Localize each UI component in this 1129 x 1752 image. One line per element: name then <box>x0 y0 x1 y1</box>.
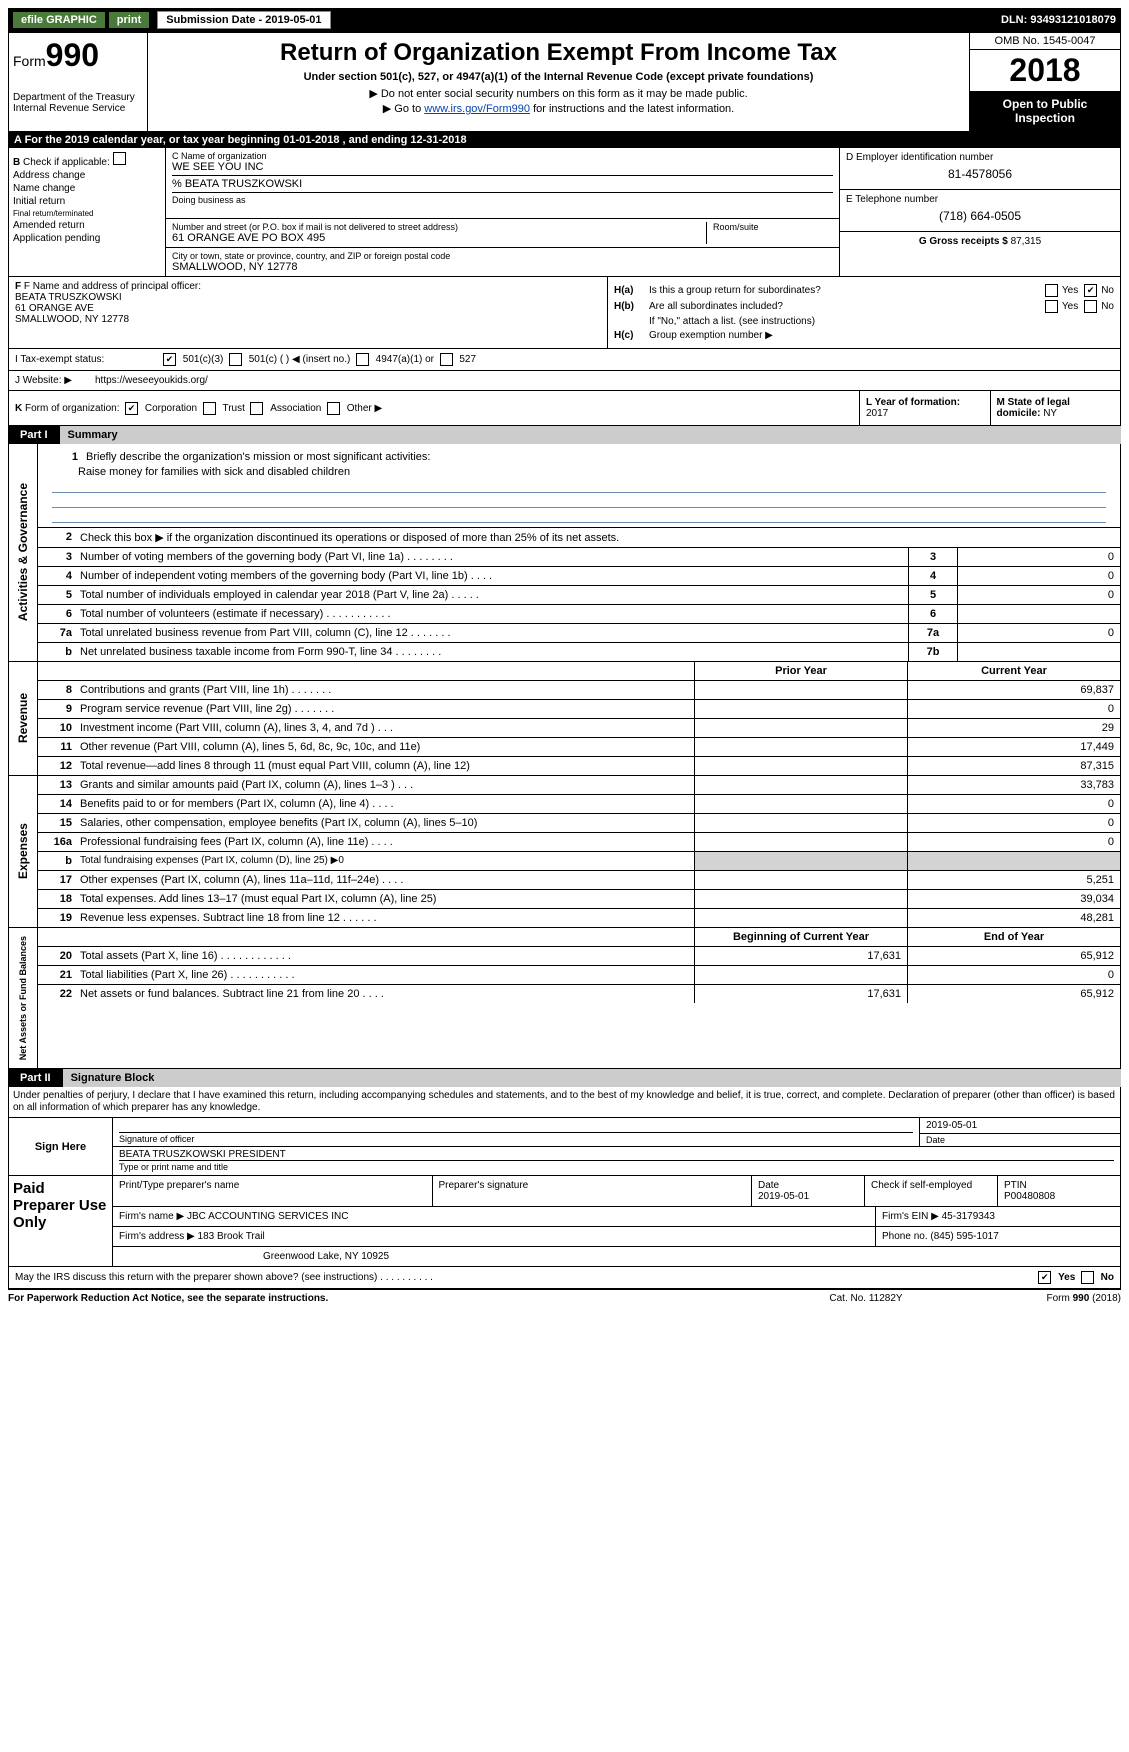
room-label: Room/suite <box>713 222 833 232</box>
checkbox-yes[interactable] <box>1045 300 1058 313</box>
form-title: Return of Organization Exempt From Incom… <box>152 39 965 67</box>
row-i: I Tax-exempt status: 501(c)(3) 501(c) ( … <box>8 349 1121 371</box>
gross-label: G Gross receipts $ <box>919 236 1011 247</box>
city: SMALLWOOD, NY 12778 <box>172 261 833 273</box>
footer: For Paperwork Reduction Act Notice, see … <box>8 1289 1121 1307</box>
revenue-section: Revenue Prior YearCurrent Year 8Contribu… <box>8 662 1121 776</box>
row-j: J Website: ▶ https://weseeyoukids.org/ <box>8 371 1121 391</box>
org-name-label: C Name of organization <box>172 151 833 161</box>
phone: (718) 664-0505 <box>846 209 1114 223</box>
form-word: Form <box>13 53 46 69</box>
firm-addr2: Greenwood Lake, NY 10925 <box>113 1247 1120 1266</box>
checkbox[interactable] <box>440 353 453 366</box>
checkbox-corp-checked[interactable] <box>125 402 138 415</box>
checkbox-501c3-checked[interactable] <box>163 353 176 366</box>
omb-number: OMB No. 1545-0047 <box>970 33 1120 50</box>
dba-label: Doing business as <box>172 192 833 205</box>
mission-text: Raise money for families with sick and d… <box>44 466 1114 478</box>
revenue-tab: Revenue <box>16 685 30 751</box>
sign-block: Sign Here Signature of officer 2019-05-0… <box>8 1118 1121 1176</box>
discuss-row: May the IRS discuss this return with the… <box>8 1267 1121 1289</box>
irs-link[interactable]: www.irs.gov/Form990 <box>424 103 530 115</box>
checkbox-yes[interactable] <box>1045 284 1058 297</box>
care-of: % BEATA TRUSZKOWSKI <box>172 175 833 190</box>
checkbox[interactable] <box>250 402 263 415</box>
firm-addr1: 183 Brook Trail <box>198 1231 265 1242</box>
checkbox-no[interactable] <box>1081 1271 1094 1284</box>
col-c: C Name of organization WE SEE YOU INC % … <box>166 148 839 276</box>
open-to-public: Open to Public Inspection <box>970 91 1120 131</box>
phone-label: E Telephone number <box>846 194 1114 205</box>
firm-phone: (845) 595-1017 <box>930 1231 998 1242</box>
checkbox[interactable] <box>113 152 126 165</box>
row-k: K Form of organization: Corporation Trus… <box>8 391 1121 426</box>
col-h: H(a) Is this a group return for subordin… <box>607 277 1120 348</box>
checkbox[interactable] <box>229 353 242 366</box>
form-note-1: ▶ Do not enter social security numbers o… <box>152 87 965 100</box>
officer-signature-name: BEATA TRUSZKOWSKI PRESIDENT <box>119 1149 1114 1161</box>
gross-receipts: 87,315 <box>1011 236 1042 247</box>
part-2-header: Part II Signature Block <box>8 1069 1121 1087</box>
street: 61 ORANGE AVE PO BOX 495 <box>172 232 706 244</box>
part-1-header: Part I Summary <box>8 426 1121 444</box>
top-bar: efile GRAPHIC print Submission Date - 20… <box>8 8 1121 32</box>
firm-ein: 45-3179343 <box>942 1211 995 1222</box>
org-name: WE SEE YOU INC <box>172 161 833 173</box>
tax-year: 2018 <box>970 50 1120 91</box>
checkbox-no[interactable] <box>1084 300 1097 313</box>
governance-tab: Activities & Governance <box>16 475 30 629</box>
expenses-section: Expenses 13Grants and similar amounts pa… <box>8 776 1121 928</box>
expenses-tab: Expenses <box>16 815 30 887</box>
block-bcde: B B Check if applicable:Check if applica… <box>8 148 1121 277</box>
dln: DLN: 93493121018079 <box>1001 14 1116 26</box>
ein: 81-4578056 <box>846 167 1114 181</box>
website: https://weseeyoukids.org/ <box>95 375 208 386</box>
block-fh: F F Name and address of principal office… <box>8 277 1121 349</box>
checkbox[interactable] <box>203 402 216 415</box>
officer-city: SMALLWOOD, NY 12778 <box>15 314 601 325</box>
print-label: print <box>109 12 149 28</box>
row-a: A For the 2019 calendar year, or tax yea… <box>8 132 1121 148</box>
city-label: City or town, state or province, country… <box>172 251 833 261</box>
sign-date: 2019-05-01 <box>920 1118 1120 1133</box>
checkbox[interactable] <box>356 353 369 366</box>
form-note-2: ▶ Go to www.irs.gov/Form990 for instruct… <box>152 102 965 115</box>
form-subtitle: Under section 501(c), 527, or 4947(a)(1)… <box>152 71 965 83</box>
street-label: Number and street (or P.O. box if mail i… <box>172 222 706 232</box>
perjury-statement: Under penalties of perjury, I declare th… <box>8 1087 1121 1118</box>
irs: Internal Revenue Service <box>13 103 143 114</box>
col-b: B B Check if applicable:Check if applica… <box>9 148 166 276</box>
submission-date: Submission Date - 2019-05-01 <box>157 11 330 29</box>
governance-section: Activities & Governance 1Briefly describ… <box>8 444 1121 662</box>
dept: Department of the Treasury <box>13 92 143 103</box>
ein-label: D Employer identification number <box>846 152 1114 163</box>
netassets-tab: Net Assets or Fund Balances <box>18 928 28 1068</box>
form-header: Form990 Department of the Treasury Inter… <box>8 32 1121 132</box>
col-de: D Employer identification number 81-4578… <box>839 148 1120 276</box>
efile-label: efile GRAPHIC <box>13 12 105 28</box>
firm-name: JBC ACCOUNTING SERVICES INC <box>187 1211 349 1222</box>
checkbox[interactable] <box>327 402 340 415</box>
officer-street: 61 ORANGE AVE <box>15 303 601 314</box>
checkbox-no-checked[interactable] <box>1084 284 1097 297</box>
col-f: F F Name and address of principal office… <box>9 277 607 348</box>
paid-preparer-block: Paid Preparer Use Only Print/Type prepar… <box>8 1176 1121 1267</box>
netassets-section: Net Assets or Fund Balances Beginning of… <box>8 928 1121 1069</box>
officer-name: BEATA TRUSZKOWSKI <box>15 292 601 303</box>
form-number: 990 <box>46 37 99 73</box>
checkbox-yes-checked[interactable] <box>1038 1271 1051 1284</box>
